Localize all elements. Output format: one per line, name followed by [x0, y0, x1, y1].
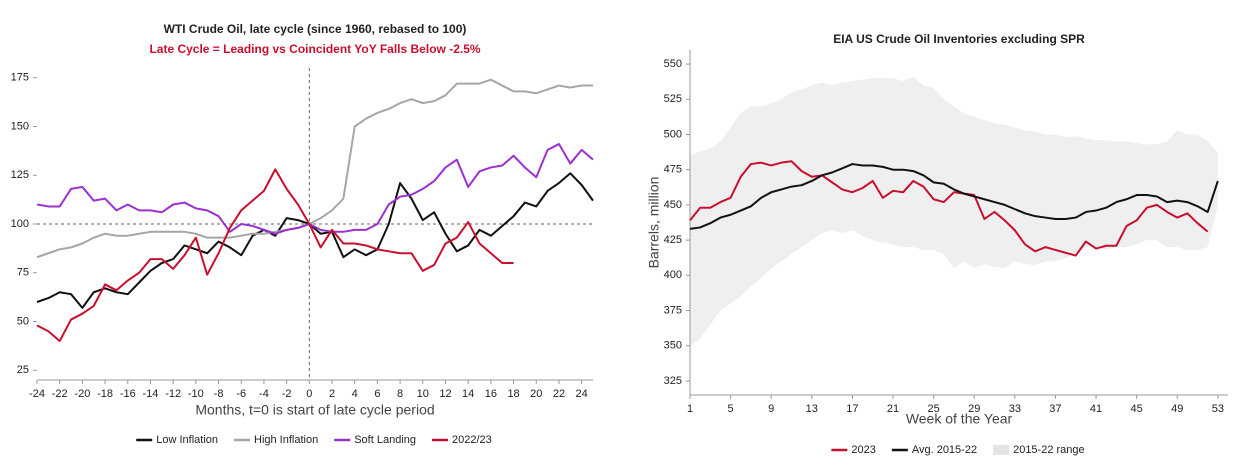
- x-tick-label: 8: [397, 388, 403, 400]
- legend: Low Inflation High Inflation Soft Landing 2…: [136, 434, 492, 446]
- x-tick-label: 24: [576, 388, 588, 400]
- legend-label: Soft Landing: [354, 434, 416, 446]
- series-line: [689, 160, 1209, 257]
- chart: EIA US Crude Oil Inventories excluding S…: [646, 32, 1228, 456]
- legend-label: 2015-22 range: [1013, 444, 1085, 456]
- series-line: [36, 78, 593, 259]
- x-tick-label: 41: [1090, 403, 1102, 415]
- legend-label: 2023: [851, 444, 875, 456]
- chart-title: WTI Crude Oil, late cycle (since 1960, r…: [164, 22, 467, 36]
- x-tick-label: 49: [1171, 403, 1183, 415]
- x-tick-label: -12: [165, 388, 181, 400]
- x-tick-label: 10: [417, 388, 429, 400]
- x-tick-label: 16: [485, 388, 497, 400]
- x-axis-label: Week of the Year: [906, 411, 1013, 427]
- y-tick-label: 325: [664, 375, 682, 387]
- x-tick-label: -24: [29, 388, 45, 400]
- x-tick-label: 21: [887, 403, 899, 415]
- x-tick-label: 17: [846, 403, 858, 415]
- x-tick-label: -6: [236, 388, 246, 400]
- x-tick-label: 14: [462, 388, 474, 400]
- series-line: [36, 168, 514, 342]
- y-tick-label: 50: [17, 315, 29, 327]
- x-tick-label: 1: [687, 403, 693, 415]
- legend-label: High Inflation: [254, 434, 318, 446]
- x-tick-label: 5: [728, 403, 734, 415]
- legend-label: Avg. 2015-22: [912, 444, 977, 456]
- x-tick-label: 20: [530, 388, 542, 400]
- y-tick-label: 75: [17, 267, 29, 279]
- range-band: [690, 76, 1218, 346]
- x-tick-label: 13: [806, 403, 818, 415]
- y-tick-label: 425: [664, 234, 682, 246]
- x-tick-label: -8: [214, 388, 224, 400]
- chart-subtitle: Late Cycle = Leading vs Coincident YoY F…: [149, 42, 480, 56]
- x-tick-label: 45: [1131, 403, 1143, 415]
- y-tick-label: 475: [664, 164, 682, 176]
- x-tick-label: -10: [188, 388, 204, 400]
- chart-title: EIA US Crude Oil Inventories excluding S…: [833, 32, 1085, 46]
- x-tick-label: 29: [968, 403, 980, 415]
- x-tick-label: 33: [1009, 403, 1021, 415]
- chart: WTI Crude Oil, late cycle (since 1960, r…: [11, 22, 594, 446]
- y-tick-label: 100: [11, 218, 29, 230]
- x-tick-label: -14: [143, 388, 159, 400]
- legend-swatch: [993, 445, 1010, 455]
- y-tick-label: 375: [664, 304, 682, 316]
- x-tick-label: -2: [282, 388, 292, 400]
- x-tick-label: 25: [927, 403, 939, 415]
- x-tick-label: 9: [768, 403, 774, 415]
- x-axis-label: Months, t=0 is start of late cycle perio…: [195, 402, 434, 418]
- y-tick-label: 450: [664, 199, 682, 211]
- y-tick-label: 400: [664, 269, 682, 281]
- y-axis-label: Barrels, million: [646, 177, 662, 269]
- y-tick-label: 525: [664, 93, 682, 105]
- legend: 2023 Avg. 2015-22 2015-22 range: [831, 444, 1085, 456]
- series-line: [36, 172, 594, 309]
- x-tick-label: 22: [553, 388, 565, 400]
- series-line: [689, 163, 1219, 230]
- x-tick-label: -18: [97, 388, 113, 400]
- y-tick-label: 500: [664, 128, 682, 140]
- y-tick-label: 175: [11, 72, 29, 84]
- x-tick-label: -22: [52, 388, 68, 400]
- x-tick-label: 4: [352, 388, 358, 400]
- legend-label: 2022/23: [452, 434, 492, 446]
- x-tick-label: 12: [439, 388, 451, 400]
- x-tick-label: 2: [329, 388, 335, 400]
- y-tick-label: 150: [11, 120, 29, 132]
- y-tick-label: 350: [664, 340, 682, 352]
- x-tick-label: 37: [1049, 403, 1061, 415]
- legend-label: Low Inflation: [156, 434, 218, 446]
- x-tick-label: 0: [306, 388, 312, 400]
- x-tick-label: -20: [74, 388, 90, 400]
- y-tick-label: 25: [17, 364, 29, 376]
- x-tick-label: 6: [374, 388, 380, 400]
- x-tick-label: -16: [120, 388, 136, 400]
- x-tick-label: 53: [1212, 403, 1224, 415]
- x-tick-label: 18: [507, 388, 519, 400]
- y-tick-label: 550: [664, 58, 682, 70]
- series-line: [36, 143, 594, 235]
- x-tick-label: -4: [259, 388, 269, 400]
- y-tick-label: 125: [11, 169, 29, 181]
